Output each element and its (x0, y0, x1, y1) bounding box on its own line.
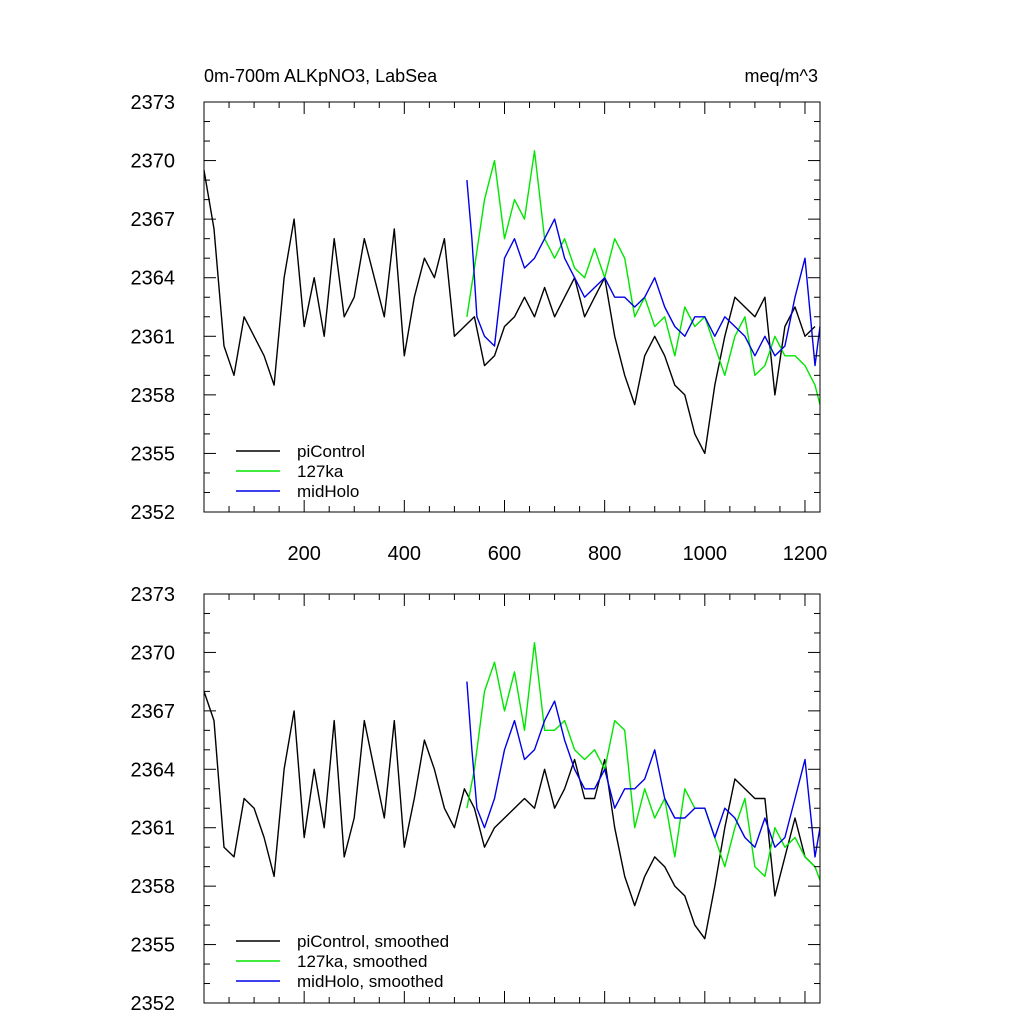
legend-label: midHolo (297, 482, 359, 501)
y-tick-label: 2361 (131, 818, 176, 840)
y-tick-label: 2358 (131, 876, 176, 898)
x-tick-label: 600 (488, 543, 521, 565)
y-tick-label: 2352 (131, 993, 176, 1015)
y-tick-label: 2355 (131, 443, 176, 465)
x-tick-label: 200 (287, 543, 320, 565)
y-tick-label: 2352 (131, 502, 176, 524)
plot-frame (203, 101, 821, 513)
legend-label: 127ka, smoothed (297, 952, 427, 971)
y-tick-label: 2355 (131, 935, 176, 957)
y-tick-label: 2367 (131, 701, 176, 723)
series-line-2 (466, 642, 821, 881)
series-line-1 (203, 691, 816, 940)
series-line-3 (466, 180, 821, 367)
y-tick-label: 2373 (131, 92, 176, 114)
y-tick-label: 2370 (131, 642, 176, 664)
panel-bottom: 2352 2355 2358 2361 2364 2367 2370 2373 piContro… (131, 584, 821, 1015)
y-tick-label: 2364 (131, 268, 176, 290)
x-tick-label: 400 (388, 543, 421, 565)
y-tick-label: 2358 (131, 385, 176, 407)
legend-label: piControl (297, 442, 365, 461)
series-line-1 (203, 170, 816, 455)
y-tick-label: 2364 (131, 759, 176, 781)
y-tick-label: 2367 (131, 209, 176, 231)
y-tick-label: 2361 (131, 326, 176, 348)
x-tick-label: 800 (588, 543, 621, 565)
units-label: meq/m^3 (745, 66, 818, 86)
plot-title: 0m-700m ALKpNO3, LabSea (204, 66, 438, 86)
legend-label: midHolo, smoothed (297, 972, 443, 991)
legend-label: piControl, smoothed (297, 932, 449, 951)
plot-frame (203, 593, 821, 1004)
series-line-3 (466, 681, 821, 858)
y-tick-label: 2370 (131, 151, 176, 173)
legend-label: 127ka (297, 462, 344, 481)
x-tick-label: 1200 (783, 543, 828, 565)
panel-top: 2352 2355 2358 2361 2364 2367 2370 2373 200 400 60… (131, 92, 828, 565)
series-line-2 (466, 150, 821, 405)
y-tick-label: 2373 (131, 584, 176, 606)
x-tick-label: 1000 (683, 543, 728, 565)
